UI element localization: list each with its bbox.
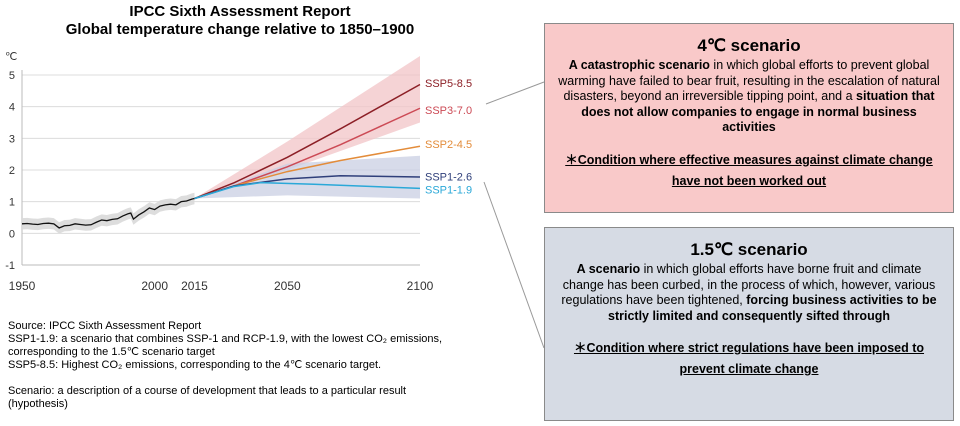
note-ssp119-cont: corresponding to the 1.5℃ scenario targe… bbox=[8, 346, 215, 358]
y-tick-label: 2 bbox=[9, 165, 15, 177]
y-tick-label: 5 bbox=[9, 70, 15, 82]
note-source: Source: IPCC Sixth Assessment Report bbox=[8, 320, 202, 332]
y-tick-label: -1 bbox=[5, 260, 15, 272]
chart-title: IPCC Sixth Assessment Report Global temp… bbox=[0, 3, 480, 39]
x-tick-label: 2000 bbox=[141, 279, 168, 293]
scenario-15c-box: 1.5℃ scenario A scenario in which global… bbox=[544, 227, 954, 421]
scenario-4c-description: A catastrophic scenario in which global … bbox=[558, 58, 940, 134]
scenario-15c-heading: 1.5℃ scenario bbox=[690, 240, 808, 259]
y-tick-label: 0 bbox=[9, 228, 15, 240]
note-ssp119: SSP1-1.9: a scenario that combines SSP-1… bbox=[8, 333, 443, 345]
note-gap bbox=[8, 372, 528, 385]
temperature-chart: ℃ 5 4 3 2 1 0 -1 1950 2000 2015 2050 2100 SSP5-8.5 SS… bbox=[5, 51, 472, 293]
x-tick-label: 2050 bbox=[274, 279, 301, 293]
chart-notes: Source: IPCC Sixth Assessment Report SSP… bbox=[8, 320, 528, 411]
title-line-2: Global temperature change relative to 18… bbox=[65, 21, 415, 38]
x-tick-label: 2100 bbox=[407, 279, 434, 293]
uncertainty-band bbox=[194, 56, 420, 199]
series-line bbox=[194, 83, 421, 200]
series-line bbox=[194, 181, 421, 200]
x-tick-label: 2015 bbox=[181, 279, 208, 293]
scenario-15c-description: A scenario in which global efforts have … bbox=[561, 262, 937, 323]
series-label: SSP2-4.5 bbox=[425, 139, 472, 151]
note-scenario: Scenario: a description of a course of d… bbox=[8, 385, 407, 397]
note-scenario-cont: (hypothesis) bbox=[8, 398, 68, 410]
series-label: SSP3-7.0 bbox=[425, 105, 472, 117]
y-tick-label: 1 bbox=[9, 197, 15, 209]
title-line-1: IPCC Sixth Assessment Report bbox=[129, 3, 351, 20]
y-tick-label: 4 bbox=[9, 102, 15, 114]
scenario-4c-condition: ＊Condition where effective measures agai… bbox=[565, 152, 933, 188]
note-ssp585: SSP5-8.5: Highest CO₂ emissions, corresp… bbox=[8, 359, 382, 371]
y-tick-label: 3 bbox=[9, 133, 15, 145]
y-unit-label: ℃ bbox=[5, 51, 17, 63]
series-label: SSP1-2.6 bbox=[425, 171, 472, 183]
historical-line bbox=[21, 197, 195, 229]
series-label: SSP1-1.9 bbox=[425, 185, 472, 197]
historical-band bbox=[22, 192, 195, 234]
scenario-4c-box: 4℃ scenario A catastrophic scenario in w… bbox=[544, 23, 954, 213]
series-label: SSP5-8.5 bbox=[425, 78, 472, 90]
scenario-4c-heading: 4℃ scenario bbox=[697, 36, 801, 55]
x-tick-label: 1950 bbox=[9, 279, 36, 293]
scenario-15c-condition: ＊Condition where strict regulations have… bbox=[573, 341, 925, 376]
